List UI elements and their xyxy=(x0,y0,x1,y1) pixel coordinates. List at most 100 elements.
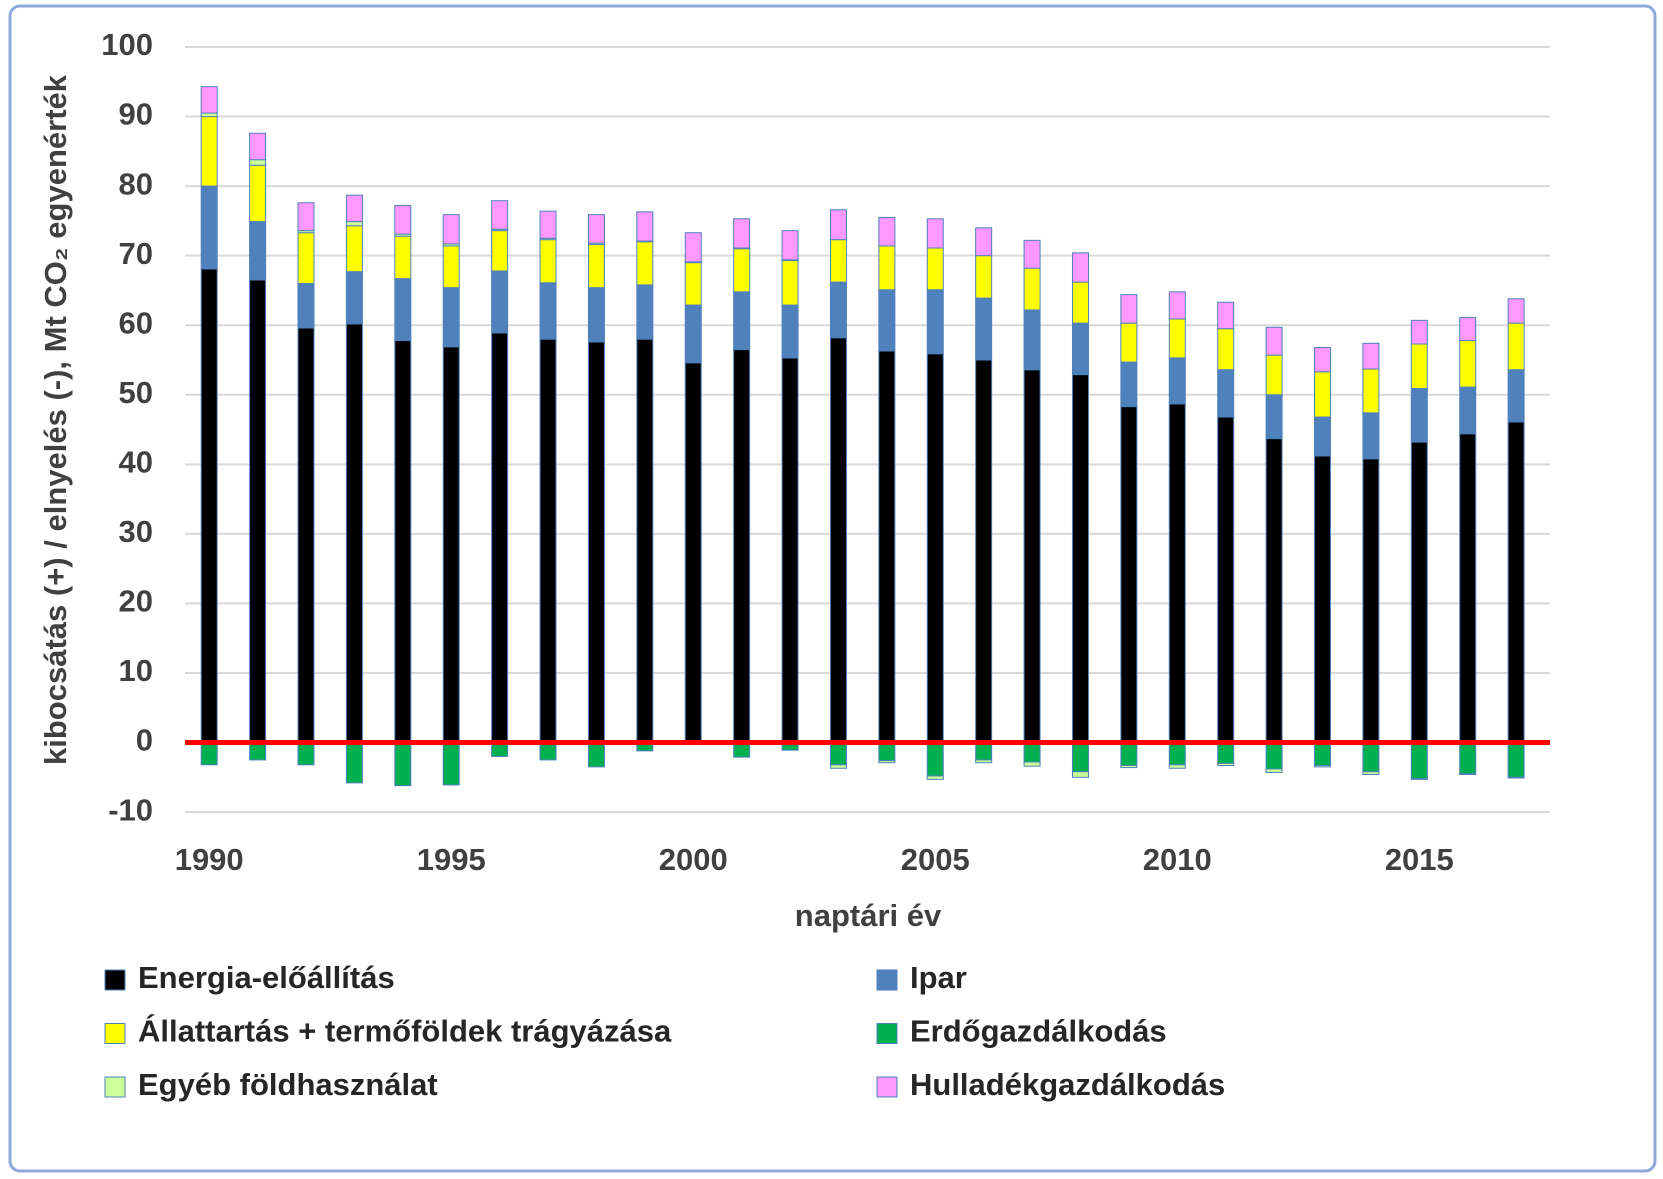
bar-segment xyxy=(345,221,363,227)
bar-segment xyxy=(1217,762,1235,766)
bar-segment xyxy=(587,214,605,244)
bar-segment xyxy=(733,349,751,744)
legend-swatch xyxy=(876,969,898,991)
bar-segment xyxy=(587,244,605,289)
bar-segment xyxy=(1410,778,1428,780)
bar-segment xyxy=(297,327,315,744)
bar-segment xyxy=(442,245,460,289)
bar-segment xyxy=(1459,317,1477,342)
bar-segment xyxy=(975,742,993,761)
bar-segment xyxy=(636,211,654,242)
bar-segment xyxy=(878,245,896,291)
bar-segment xyxy=(975,759,993,764)
bar-segment xyxy=(1314,742,1331,766)
bar-segment xyxy=(878,216,896,247)
bar-segment xyxy=(1023,309,1041,371)
y-tick-label: 50 xyxy=(119,375,153,410)
bar-segment xyxy=(975,359,993,744)
bar-segment xyxy=(1410,319,1428,345)
bar-segment xyxy=(781,304,799,359)
legend-label: Ipar xyxy=(910,960,967,995)
bar-segment xyxy=(1459,742,1477,775)
bar-segment xyxy=(1023,761,1041,767)
bar-segment xyxy=(249,132,267,161)
bar-segment xyxy=(539,338,557,744)
bar-segment xyxy=(1120,322,1138,363)
x-tick-label: 1990 xyxy=(175,842,244,877)
bar-segment xyxy=(539,282,557,340)
bar-segment xyxy=(1120,742,1138,766)
bar-segment xyxy=(829,209,847,241)
bar-segment xyxy=(539,742,557,761)
bar-segment xyxy=(442,742,460,786)
bar-segment xyxy=(1168,318,1186,359)
bar-segment xyxy=(200,112,218,118)
y-tick-label: 90 xyxy=(119,97,153,132)
bar-segment xyxy=(1459,773,1477,776)
bar-segment xyxy=(1023,267,1041,311)
x-tick-label: 2000 xyxy=(659,842,728,877)
legend-swatch xyxy=(104,969,126,991)
bar-segment xyxy=(1265,354,1283,396)
bar-segment xyxy=(200,742,218,766)
bar-segment xyxy=(1023,369,1041,744)
legend-label: Egyéb földhasználat xyxy=(138,1067,438,1102)
bar-segment xyxy=(1071,742,1089,773)
bar-segment xyxy=(975,255,993,299)
bar-segment xyxy=(297,742,315,766)
bar-segment xyxy=(394,742,412,787)
x-tick-label: 2005 xyxy=(901,842,970,877)
bar-segment xyxy=(1168,742,1186,766)
bar-segment xyxy=(829,239,847,283)
bar-segment xyxy=(1265,438,1283,744)
bar-segment xyxy=(733,248,751,293)
bar-segment xyxy=(345,271,363,325)
bar-segment xyxy=(1314,371,1331,418)
bar-segment xyxy=(878,742,896,762)
legend-label: Erdőgazdálkodás xyxy=(910,1014,1167,1049)
y-tick-label: 70 xyxy=(119,236,153,271)
bar-segment xyxy=(1314,416,1331,457)
bar-segment xyxy=(1120,406,1138,744)
bar-segment xyxy=(200,86,218,114)
bar-segment xyxy=(249,742,267,761)
bar-segment xyxy=(249,159,267,166)
bar-segment xyxy=(926,353,944,744)
bar-segment xyxy=(1120,361,1138,408)
bar-segment xyxy=(1265,768,1283,773)
bar-segment xyxy=(636,284,654,340)
y-tick-label: 10 xyxy=(119,653,153,688)
bar-segment xyxy=(1507,322,1525,371)
bar-segment xyxy=(539,210,557,239)
bar-segment xyxy=(394,205,412,235)
bar-segment xyxy=(1023,239,1041,269)
bar-segment xyxy=(878,350,896,744)
bar-segment xyxy=(394,278,412,342)
legend-swatch xyxy=(876,1023,898,1044)
bar-segment xyxy=(1459,433,1477,744)
bar-segment xyxy=(345,323,363,744)
bar-segment xyxy=(1410,742,1428,780)
bar-segment xyxy=(491,332,509,744)
bar-segment xyxy=(1314,346,1331,373)
bar-segment xyxy=(1217,328,1235,371)
bar-segment xyxy=(1459,386,1477,435)
bar-segment xyxy=(1314,455,1331,744)
legend-label: Energia-előállítás xyxy=(138,960,395,995)
bar-segment xyxy=(345,194,363,223)
bar-segment xyxy=(829,764,847,769)
bar-segment xyxy=(684,262,702,306)
bar-segment xyxy=(975,227,993,257)
bar-segment xyxy=(200,185,218,270)
legend-label: Hulladékgazdálkodás xyxy=(910,1067,1225,1102)
bar-segment xyxy=(1217,742,1235,764)
bar-segment xyxy=(1362,458,1380,744)
bar-segment xyxy=(1168,291,1186,320)
bar-segment xyxy=(781,260,799,306)
bar-segment xyxy=(1410,441,1428,744)
bar-segment xyxy=(1362,342,1380,370)
bar-segment xyxy=(636,338,654,744)
bar-segment xyxy=(1217,416,1235,744)
bar-segment xyxy=(539,239,557,284)
bar-segment xyxy=(394,340,412,744)
